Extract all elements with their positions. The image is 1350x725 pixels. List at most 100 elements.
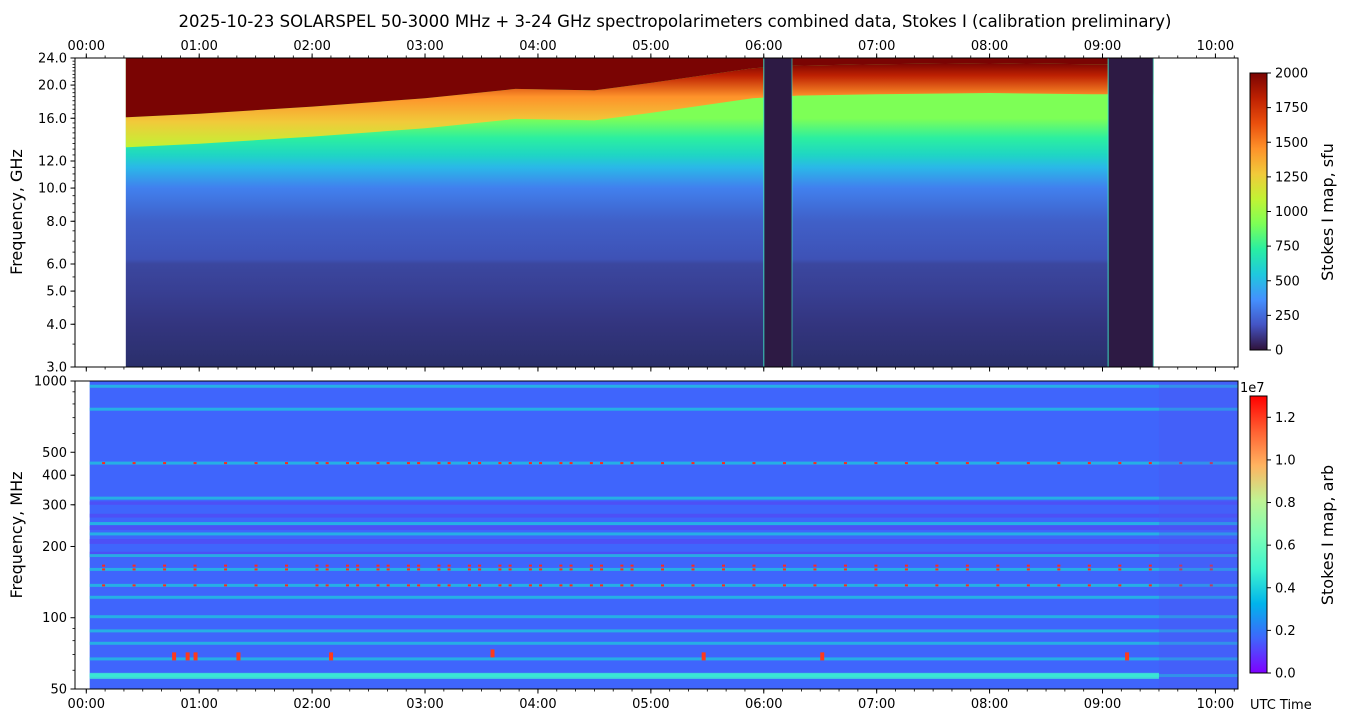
bottom-rfi-mark — [1057, 564, 1061, 567]
bottom-y-tick-label: 500 — [42, 446, 67, 461]
bottom-rfi-mark — [508, 564, 512, 567]
bottom-x-tick-label: 02:00 — [293, 697, 330, 712]
bottom-rfi-mark — [356, 584, 360, 587]
bottom-rfi-mark — [539, 564, 543, 567]
bottom-rfi-mark — [1118, 584, 1122, 587]
bottom-rfi-mark — [498, 584, 502, 587]
bottom-rfi-mark — [498, 462, 502, 465]
top-y-tick-label: 20.0 — [38, 79, 67, 94]
bottom-rfi-mark — [661, 462, 665, 465]
top-heatmap — [125, 58, 1154, 367]
top-x-tick-label: 00:00 — [68, 39, 105, 54]
bottom-rfi-mark — [752, 462, 756, 465]
top-y-tick-label: 24.0 — [38, 52, 67, 67]
bottom-rfi-mark — [721, 568, 725, 571]
bottom-rfi-mark — [345, 568, 349, 571]
top-y-tick-label: 3.0 — [46, 361, 67, 376]
bottom-rfi-mark — [467, 568, 471, 571]
bottom-rfi-mark — [752, 568, 756, 571]
top-y-tick-label: 4.0 — [46, 318, 67, 333]
bottom-rfi-mark — [386, 564, 390, 567]
bottom-rfi-mark — [386, 462, 390, 465]
bottom-rfi-mark — [325, 564, 329, 567]
top-colorbar-label: Stokes I map, sfu — [1318, 143, 1337, 281]
bottom-rfi-mark — [406, 462, 410, 465]
bottom-rfi-mark — [1209, 584, 1213, 587]
colorbar-tick-label: 1750 — [1275, 101, 1308, 116]
bottom-rfi-mark — [874, 462, 878, 465]
bottom-burst — [820, 652, 825, 661]
bottom-rfi-mark — [1026, 568, 1030, 571]
bottom-rfi-mark — [904, 584, 908, 587]
bottom-rfi-mark — [193, 462, 197, 465]
bottom-rfi-mark — [782, 564, 786, 567]
bottom-rfi-mark — [437, 584, 441, 587]
x-axis-label: UTC Time — [1250, 698, 1312, 713]
bottom-x-axis: 00:00 01:00 02:00 03:00 04:00 05:00 06:00 07:00… — [68, 689, 1235, 712]
bottom-rfi-mark — [315, 584, 319, 587]
bottom-rfi-mark — [965, 462, 969, 465]
colorbar-tick-label: 750 — [1275, 240, 1300, 255]
bottom-rfi-mark — [224, 568, 228, 571]
bottom-rfi-mark — [447, 568, 451, 571]
bottom-rfi-mark — [224, 462, 228, 465]
colorbar-tick-label: 1.2 — [1275, 411, 1296, 426]
bottom-rfi-mark — [752, 584, 756, 587]
bottom-rfi-mark — [1026, 584, 1030, 587]
bottom-rfi-mark — [691, 568, 695, 571]
bottom-rfi-mark — [102, 584, 106, 587]
bottom-rfi-mark — [325, 584, 329, 587]
top-x-tick-label: 06:00 — [745, 39, 782, 54]
bottom-burst — [1125, 652, 1130, 661]
bottom-rfi-mark — [539, 462, 543, 465]
bottom-rfi-mark — [620, 568, 624, 571]
bottom-rfi-mark — [285, 568, 289, 571]
bottom-rfi-mark — [386, 568, 390, 571]
bottom-y-axis-label: Frequency, MHz — [7, 471, 26, 598]
bottom-rfi-mark — [752, 564, 756, 567]
bottom-rfi-mark — [874, 568, 878, 571]
bottom-rfi-mark — [935, 564, 939, 567]
bottom-rfi-mark — [193, 568, 197, 571]
top-y-tick-label: 16.0 — [38, 112, 67, 127]
bottom-rfi-mark — [1148, 584, 1152, 587]
bottom-bright-band — [89, 532, 1238, 536]
bottom-rfi-mark — [254, 462, 258, 465]
bottom-rfi-mark — [843, 564, 847, 567]
bottom-bright-band — [89, 407, 1238, 411]
bottom-colorbar-ramp — [1249, 395, 1268, 674]
bottom-rfi-mark — [478, 584, 482, 587]
bottom-bright-band — [89, 657, 1238, 661]
bottom-burst — [185, 652, 190, 661]
bottom-y-tick-label: 200 — [42, 540, 67, 555]
bottom-bright-band — [89, 641, 1238, 645]
top-x-tick-label: 09:00 — [1084, 39, 1121, 54]
colorbar-tick-label: 0.4 — [1275, 581, 1296, 596]
bottom-rfi-mark — [193, 584, 197, 587]
top-colorbar: 0 250 500 750 1000 1250 1500 1750 2000 Stokes I … — [1249, 67, 1337, 359]
bottom-burst — [236, 652, 241, 661]
bottom-rfi-mark — [965, 584, 969, 587]
top-x-tick-label: 05:00 — [632, 39, 669, 54]
bottom-rfi-mark — [528, 584, 532, 587]
bottom-late-segment — [1158, 381, 1238, 689]
bottom-bright-band — [89, 595, 1238, 599]
top-x-tick-label: 04:00 — [519, 39, 556, 54]
bottom-rfi-mark — [661, 584, 665, 587]
bottom-rfi-mark — [224, 564, 228, 567]
bottom-rfi-mark — [589, 584, 593, 587]
bottom-rfi-mark — [132, 584, 136, 587]
bottom-rfi-mark — [1118, 462, 1122, 465]
colorbar-tick-label: 250 — [1275, 309, 1300, 324]
bottom-rfi-mark — [569, 462, 573, 465]
bottom-rfi-mark — [254, 584, 258, 587]
bottom-rfi-mark — [1148, 564, 1152, 567]
bottom-rfi-mark — [1026, 462, 1030, 465]
bottom-rfi-mark — [1179, 568, 1183, 571]
bottom-rfi-mark — [285, 584, 289, 587]
bottom-rfi-mark — [996, 568, 1000, 571]
bottom-rfi-mark — [478, 568, 482, 571]
bottom-rfi-mark — [132, 568, 136, 571]
bottom-rfi-mark — [1087, 568, 1091, 571]
bottom-rfi-mark — [345, 584, 349, 587]
